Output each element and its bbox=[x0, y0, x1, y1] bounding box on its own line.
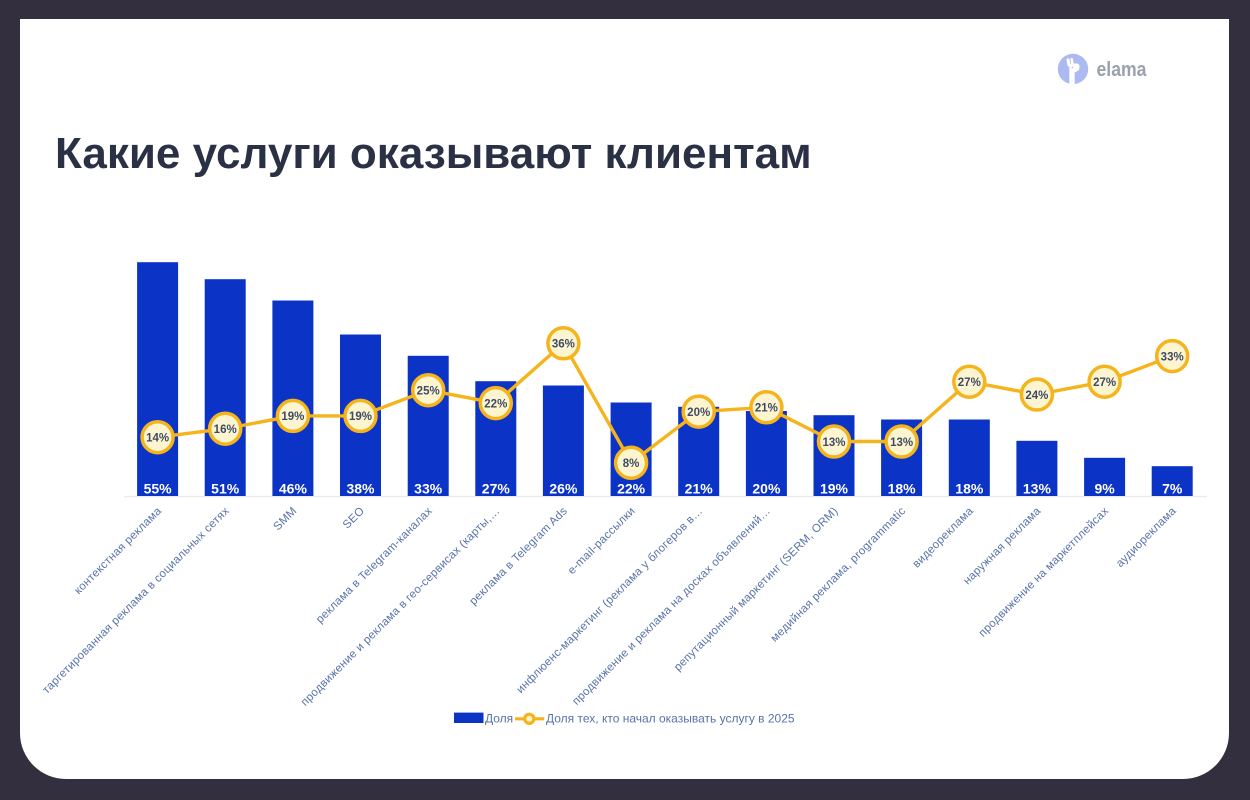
svg-text:36%: 36% bbox=[552, 339, 575, 351]
svg-text:25%: 25% bbox=[417, 386, 440, 398]
svg-text:SEO: SEO bbox=[341, 505, 367, 531]
svg-text:13%: 13% bbox=[890, 437, 913, 449]
svg-text:20%: 20% bbox=[687, 407, 710, 419]
svg-text:33%: 33% bbox=[414, 481, 443, 497]
svg-text:20%: 20% bbox=[752, 481, 781, 497]
svg-text:21%: 21% bbox=[755, 403, 778, 415]
svg-text:реклама в Telegram-каналах: реклама в Telegram-каналах bbox=[314, 505, 435, 626]
svg-text:медийная реклама, programmatic: медийная реклама, programmatic bbox=[769, 505, 909, 645]
svg-text:55%: 55% bbox=[144, 481, 173, 497]
svg-text:SMM: SMM bbox=[272, 505, 300, 533]
svg-text:19%: 19% bbox=[281, 411, 304, 423]
svg-text:Какие услуги оказывают клиента: Какие услуги оказывают клиентам bbox=[55, 129, 812, 178]
svg-text:27%: 27% bbox=[482, 481, 511, 497]
svg-text:16%: 16% bbox=[214, 424, 237, 436]
svg-text:21%: 21% bbox=[685, 481, 714, 497]
svg-text:7%: 7% bbox=[1162, 481, 1183, 497]
svg-text:27%: 27% bbox=[958, 377, 981, 389]
svg-text:e-mail-рассылки: e-mail-рассылки bbox=[566, 505, 638, 577]
svg-text:51%: 51% bbox=[211, 481, 240, 497]
svg-text:19%: 19% bbox=[349, 411, 372, 423]
svg-text:27%: 27% bbox=[1093, 377, 1116, 389]
svg-text:22%: 22% bbox=[617, 481, 646, 497]
svg-text:46%: 46% bbox=[279, 481, 308, 497]
svg-text:Доля: Доля bbox=[485, 712, 513, 726]
svg-text:18%: 18% bbox=[888, 481, 917, 497]
svg-text:elama: elama bbox=[1097, 59, 1148, 81]
svg-text:видеореклама: видеореклама bbox=[911, 505, 977, 571]
svg-text:13%: 13% bbox=[822, 437, 845, 449]
svg-text:26%: 26% bbox=[549, 481, 578, 497]
svg-text:продвижение на маркетплейсах: продвижение на маркетплейсах bbox=[977, 505, 1111, 639]
svg-text:22%: 22% bbox=[484, 398, 507, 410]
svg-text:8%: 8% bbox=[623, 458, 640, 470]
svg-text:аудиореклама: аудиореклама bbox=[1114, 505, 1179, 570]
svg-text:13%: 13% bbox=[1023, 481, 1052, 497]
svg-text:33%: 33% bbox=[1161, 351, 1184, 363]
svg-text:18%: 18% bbox=[955, 481, 984, 497]
svg-text:38%: 38% bbox=[346, 481, 375, 497]
svg-text:14%: 14% bbox=[146, 433, 169, 445]
svg-text:наружная реклама: наружная реклама bbox=[961, 505, 1043, 587]
svg-text:19%: 19% bbox=[820, 481, 849, 497]
svg-text:Доля тех, кто начал оказывать: Доля тех, кто начал оказывать услугу в 2… bbox=[546, 712, 795, 726]
svg-text:24%: 24% bbox=[1025, 390, 1048, 402]
svg-text:9%: 9% bbox=[1094, 481, 1115, 497]
